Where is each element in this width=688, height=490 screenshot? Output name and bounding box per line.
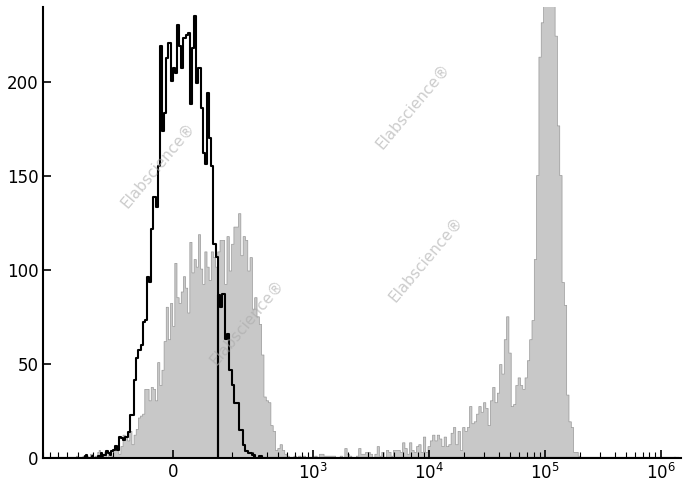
Text: Elabscience®: Elabscience® — [208, 277, 288, 368]
Text: Elabscience®: Elabscience® — [386, 214, 466, 305]
Text: Elabscience®: Elabscience® — [118, 120, 198, 210]
Text: Elabscience®: Elabscience® — [374, 61, 453, 152]
